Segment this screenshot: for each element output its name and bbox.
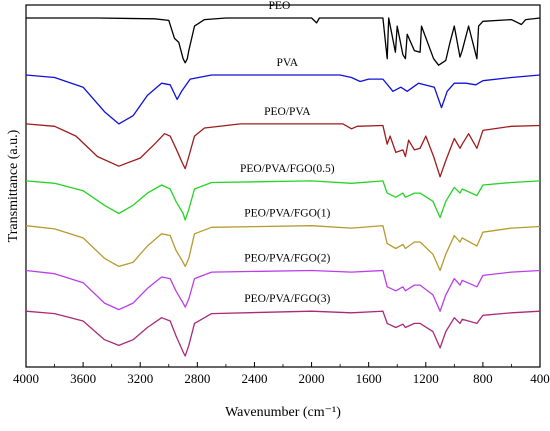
series-line-peo-pva xyxy=(25,123,541,178)
x-tick-label-800: 800 xyxy=(473,371,493,386)
x-tick-label-2000: 2000 xyxy=(299,371,325,386)
series-line-peo xyxy=(26,17,541,66)
x-axis-title: Wavenumber (cm⁻¹) xyxy=(225,405,341,420)
series-layer xyxy=(25,17,541,357)
series-label-peo-pva-fgo-1: PEO/PVA/FGO(1) xyxy=(244,208,330,220)
series-label-peo-pva-fgo-2: PEO/PVA/FGO(2) xyxy=(244,253,330,265)
series-label-peo-pva-fgo-3: PEO/PVA/FGO(3) xyxy=(244,293,330,305)
series-label-peo-pva: PEO/PVA xyxy=(264,106,311,118)
x-tick-label-400: 400 xyxy=(530,371,550,386)
series-labels: PEO PVA PEO/PVA PEO/PVA/FGO(0.5) PEO/PVA/FGO… xyxy=(240,0,335,305)
x-axis-ticks: 4000 3600 3200 2800 2400 2000 1600 1200 800 400 xyxy=(13,362,550,386)
series-label-peo-pva-fgo-0-5: PEO/PVA/FGO(0.5) xyxy=(240,163,335,175)
series-line-peo-pva-fgo-1 xyxy=(25,225,541,272)
x-tick-label-3600: 3600 xyxy=(70,371,96,386)
series-label-peo: PEO xyxy=(269,0,291,12)
x-tick-label-2400: 2400 xyxy=(241,371,267,386)
x-tick-label-1200: 1200 xyxy=(413,371,439,386)
x-tick-label-1600: 1600 xyxy=(356,371,382,386)
series-label-pva: PVA xyxy=(277,57,299,69)
x-tick-label-4000: 4000 xyxy=(13,371,39,386)
y-axis-title: Transmittance (a.u.) xyxy=(6,129,21,242)
series-line-pva xyxy=(25,74,541,125)
series-line-peo-pva-fgo-3 xyxy=(25,310,541,357)
x-tick-label-3200: 3200 xyxy=(127,371,153,386)
series-line-peo-pva-fgo-2 xyxy=(25,269,541,312)
x-tick-label-2800: 2800 xyxy=(184,371,210,386)
series-line-peo-pva-fgo-0-5 xyxy=(25,180,541,221)
